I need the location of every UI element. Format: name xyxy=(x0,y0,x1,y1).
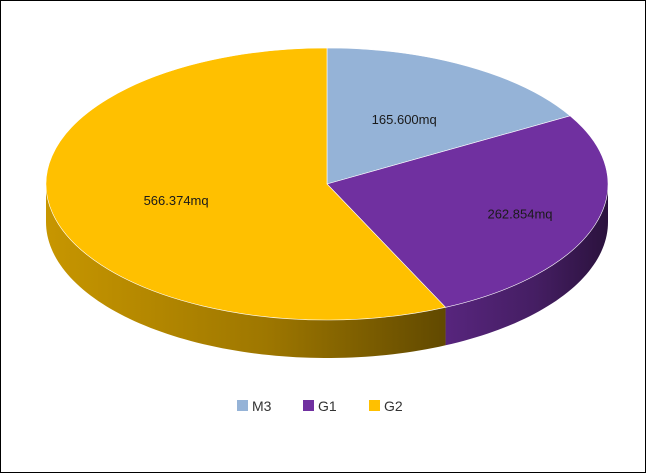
data-label-g1: 262.854mq xyxy=(487,206,552,221)
pie-side-g2 xyxy=(46,184,446,358)
legend-label-g2: G2 xyxy=(384,398,403,414)
legend-label-g1: G1 xyxy=(318,398,337,414)
pie-slice-m3 xyxy=(326,47,571,185)
pie-side-g1 xyxy=(445,184,608,346)
pie-side-walls xyxy=(46,184,608,358)
data-label-g2: 566.374mq xyxy=(144,193,209,208)
pie-data-labels: 165.600mq 262.854mq 566.374mq xyxy=(144,112,553,221)
legend-swatch-g2 xyxy=(369,400,380,411)
legend-label-m3: M3 xyxy=(252,398,272,414)
pie-slice-g2 xyxy=(45,47,447,321)
legend: M3 G1 G2 xyxy=(237,398,403,414)
pie-slice-g1 xyxy=(326,115,609,308)
data-label-m3: 165.600mq xyxy=(372,112,437,127)
legend-swatch-g1 xyxy=(303,400,314,411)
legend-swatch-m3 xyxy=(237,400,248,411)
pie-top-faces xyxy=(45,47,609,321)
